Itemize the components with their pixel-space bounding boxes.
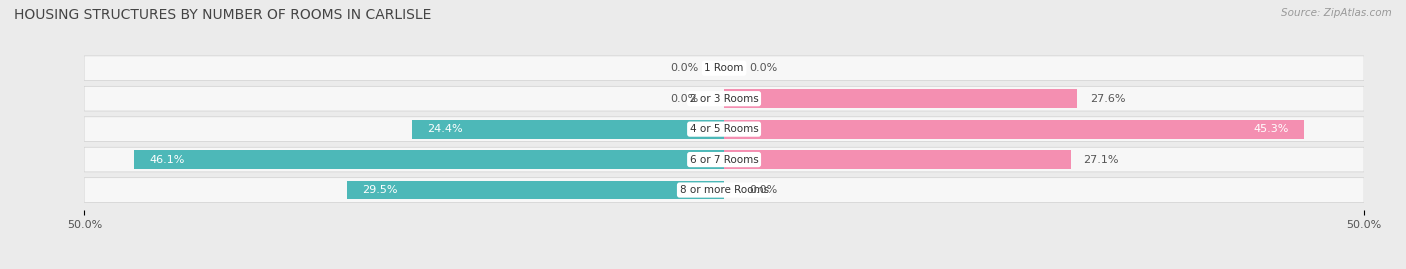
Bar [412,120,724,139]
Text: 4 or 5 Rooms: 4 or 5 Rooms [690,124,758,134]
Bar [347,180,724,200]
Bar [724,120,1303,139]
Text: 6 or 7 Rooms: 6 or 7 Rooms [690,155,758,165]
FancyBboxPatch shape [84,147,1364,172]
Text: 1 Room: 1 Room [704,63,744,73]
FancyBboxPatch shape [84,117,1364,141]
Text: 29.5%: 29.5% [361,185,398,195]
Bar [724,150,1071,169]
Text: 45.3%: 45.3% [1253,124,1288,134]
Text: 0.0%: 0.0% [749,63,778,73]
Text: 27.6%: 27.6% [1090,94,1126,104]
Bar [724,89,1077,108]
Text: 2 or 3 Rooms: 2 or 3 Rooms [690,94,758,104]
Text: 8 or more Rooms: 8 or more Rooms [679,185,769,195]
Text: 46.1%: 46.1% [149,155,186,165]
Text: 0.0%: 0.0% [749,185,778,195]
FancyBboxPatch shape [84,56,1364,80]
FancyBboxPatch shape [84,178,1364,202]
Text: 0.0%: 0.0% [671,63,699,73]
Text: HOUSING STRUCTURES BY NUMBER OF ROOMS IN CARLISLE: HOUSING STRUCTURES BY NUMBER OF ROOMS IN… [14,8,432,22]
Bar [134,150,724,169]
Text: 0.0%: 0.0% [671,94,699,104]
Text: Source: ZipAtlas.com: Source: ZipAtlas.com [1281,8,1392,18]
Text: 24.4%: 24.4% [427,124,463,134]
FancyBboxPatch shape [84,86,1364,111]
Text: 27.1%: 27.1% [1084,155,1119,165]
